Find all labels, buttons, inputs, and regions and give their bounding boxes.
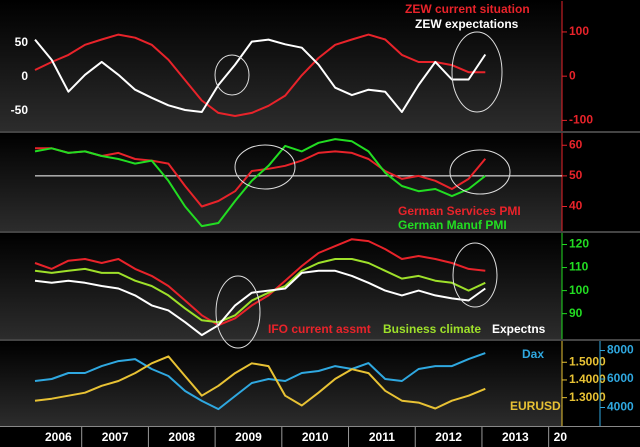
y-tick-label: -50	[11, 103, 29, 117]
y-tick-label: 1.5000	[569, 354, 606, 368]
series-line	[34, 138, 486, 228]
legend-label: German Services PMI	[398, 204, 521, 218]
x-tick-label: 20	[554, 430, 568, 444]
legend-label: Dax	[522, 347, 544, 361]
x-tick-label: 2010	[302, 430, 329, 444]
y-tick-label: 0	[569, 68, 576, 82]
highlight-ellipse	[449, 149, 511, 195]
series-line	[34, 355, 486, 410]
y-tick-label: 6000	[607, 371, 634, 385]
series-line	[34, 238, 486, 327]
y-tick-label: 110	[569, 260, 589, 274]
y-tick-label: 100	[569, 24, 589, 38]
panel	[0, 341, 562, 426]
y-tick-label: 50	[569, 168, 583, 182]
legend-label: Business climate	[383, 322, 481, 336]
legend-label: ZEW expectations	[415, 17, 519, 31]
highlight-ellipse	[214, 54, 250, 96]
x-tick-label: 2006	[45, 430, 72, 444]
y-tick-label: 50	[15, 35, 29, 49]
series-line	[34, 38, 487, 113]
series-line	[35, 147, 487, 208]
y-tick-label: 100	[569, 283, 589, 297]
annotations	[214, 31, 511, 349]
highlight-ellipse	[234, 144, 296, 190]
series-line	[34, 258, 486, 324]
y-tick-label: 0	[21, 69, 28, 83]
highlight-ellipse	[451, 31, 503, 113]
highlight-ellipse	[452, 242, 498, 308]
highlight-ellipse	[215, 275, 261, 349]
legend-label: Expectns	[492, 322, 546, 336]
x-tick-label: 2007	[102, 430, 129, 444]
x-tick-label: 2013	[502, 430, 529, 444]
y-tick-label: 1.4000	[569, 372, 606, 386]
series-line	[34, 352, 486, 411]
x-tick-label: 2011	[369, 430, 395, 444]
legend-label: EURUSD	[510, 399, 561, 413]
legend-label: IFO current assmt	[268, 322, 371, 336]
legend-label: German Manuf PMI	[398, 218, 507, 232]
x-tick-label: 2008	[168, 430, 195, 444]
y-tick-label: 120	[569, 237, 589, 251]
x-tick-label: 2009	[235, 430, 262, 444]
y-tick-label: 60	[569, 137, 583, 151]
series-line	[34, 33, 486, 117]
y-tick-label: 90	[569, 306, 583, 320]
series-line	[34, 269, 486, 337]
panel	[0, 233, 562, 339]
y-tick-label: 40	[569, 199, 583, 213]
legend-label: ZEW current situation	[405, 2, 530, 16]
y-tick-label: -100	[569, 113, 593, 127]
y-tick-label: 8000	[607, 343, 634, 357]
x-tick-label: 2012	[435, 430, 462, 444]
panel	[0, 133, 562, 231]
y-tick-label: 4000	[607, 400, 634, 414]
y-tick-label: 1.3000	[569, 390, 606, 404]
